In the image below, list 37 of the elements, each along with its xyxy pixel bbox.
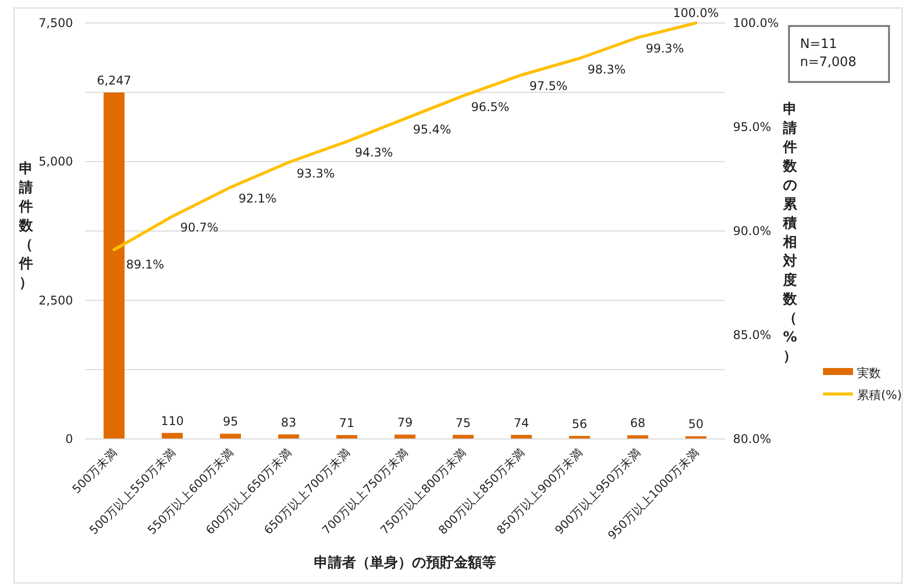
y2-tick-label: 90.0% [733,224,772,238]
legend-label: 累積(%) [857,388,902,402]
data-label: 75 [456,416,471,430]
data-label: 74 [514,416,530,430]
y-tick-label: 2,500 [38,293,73,308]
data-label: 71 [339,416,354,430]
data-label: 56 [572,416,588,431]
data-label: 68 [630,416,646,430]
y-tick-label: 5,000 [38,154,73,169]
y-axis-title: 申請件数（件） [19,161,33,291]
x-axis-title: 申請者（単身）の預貯金額等 [314,554,496,571]
data-label: 110 [160,414,184,428]
data-label: 95 [222,414,238,429]
data-label: 100.0% [673,6,719,20]
data-label: 83 [280,415,296,430]
data-label: 6,247 [96,74,132,88]
y-tick-label: 7,500 [38,16,73,30]
y-tick-label: 0 [65,432,73,446]
y2-tick-label: 80.0% [733,432,772,446]
note-box: N=11 n=7,008 [788,25,890,83]
data-label: 90.7% [180,220,218,234]
data-label: 97.5% [529,79,568,93]
y2-tick-label: 100.0% [733,16,779,30]
data-label: 79 [397,416,413,430]
legend-label: 実数 [857,366,881,380]
y2-tick-label: 85.0% [733,328,772,342]
data-label: 98.3% [588,62,626,76]
data-label: 89.1% [126,258,164,272]
y2-tick-label: 95.0% [733,120,772,134]
data-label: 95.4% [413,122,452,137]
data-label: 92.1% [238,191,277,206]
data-label: 94.3% [354,146,393,160]
data-label: 96.5% [471,100,510,114]
data-label: 50 [688,417,704,432]
data-label: 93.3% [296,166,335,180]
data-label: 99.3% [646,42,684,56]
y2-axis-title: 申請件数の累積相対度数（%） [782,102,798,364]
